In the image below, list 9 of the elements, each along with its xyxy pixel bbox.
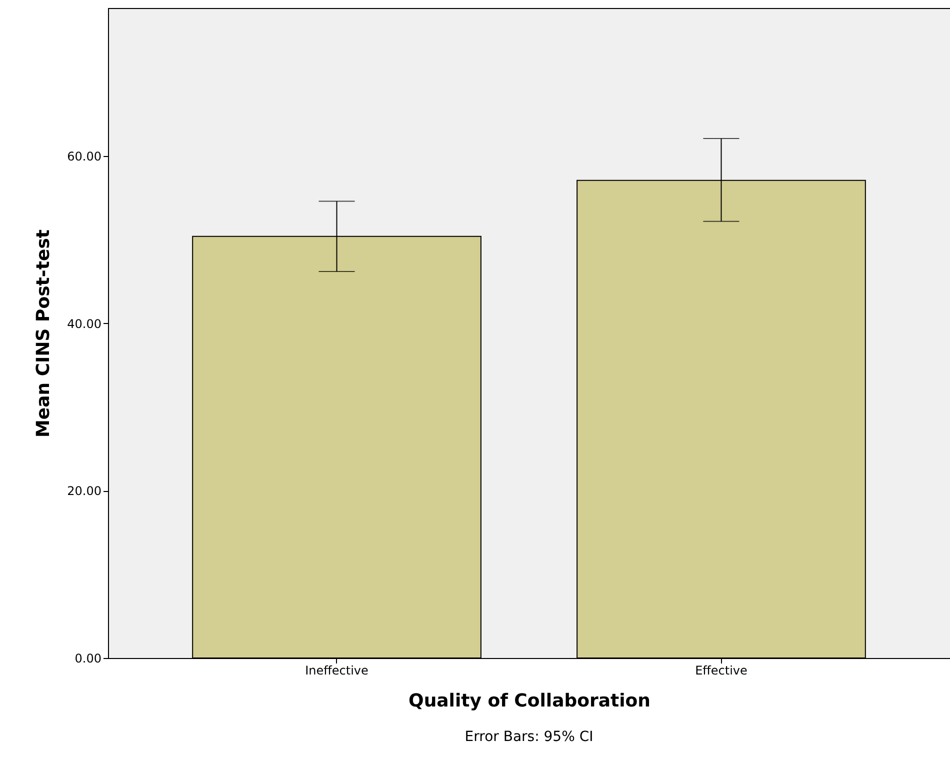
x-tick-label: Ineffective [305, 664, 368, 678]
y-axis-title: Mean CINS Post-test [33, 229, 54, 438]
y-tick-label: 20.00 [67, 484, 102, 498]
x-tick-label: Effective [695, 664, 748, 678]
x-axis-title: Quality of Collaboration [408, 690, 650, 712]
y-tick-label: 0.00 [74, 652, 102, 666]
text: Error Bars: 95% CI [464, 729, 594, 745]
y-tick-label: 40.00 [67, 316, 102, 331]
y-tick-label: 60.00 [67, 150, 102, 164]
